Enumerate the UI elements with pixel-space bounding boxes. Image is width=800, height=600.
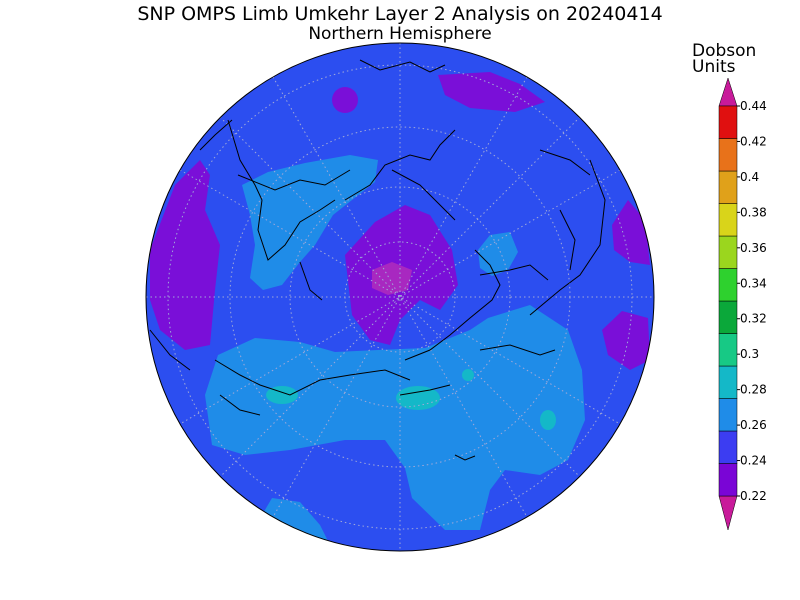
- upper-west-mid-region: [242, 155, 378, 290]
- colorbar-segment: [718, 398, 738, 432]
- colorbar-tick-label: 0.36: [740, 241, 767, 255]
- colorbar-segment: [718, 203, 738, 237]
- colorbar-tick-label: 0.3: [740, 347, 759, 361]
- colorbar-tick-label: 0.28: [740, 383, 767, 397]
- map-title: SNP OMPS Limb Umkehr Layer 2 Analysis on…: [137, 3, 663, 25]
- units-label-line2: Units: [692, 57, 736, 77]
- southern-mid-region: [205, 305, 585, 530]
- north-low-region: [438, 72, 545, 112]
- colorbar-tick-label: 0.38: [740, 205, 767, 219]
- colorbar-segment: [718, 138, 738, 172]
- colorbar-segment: [718, 333, 738, 367]
- colorbar-segment: [718, 430, 738, 464]
- map-disk: [146, 43, 654, 551]
- colorbar-tick-label: 0.4: [740, 170, 759, 184]
- colorbar-segment: [718, 463, 738, 497]
- colorbar: 0.22 0.24 0.26 0.28 0.3 0.32 0.34 0.36 0.38 0.4 0.…: [718, 77, 767, 531]
- colorbar-tick-label: 0.24: [740, 454, 767, 468]
- colorbar-tick-label: 0.22: [740, 489, 767, 503]
- map-subtitle: Northern Hemisphere: [308, 24, 492, 44]
- colorbar-tick-label: 0.26: [740, 418, 767, 432]
- colorbar-tick-label: 0.44: [740, 99, 767, 113]
- coastlines: [149, 59, 606, 461]
- colorbar-segment: [718, 235, 738, 269]
- teal-region-4: [462, 369, 474, 381]
- map-outline: [145, 42, 655, 552]
- colorbar-segment: [718, 170, 738, 204]
- east-low-region-2: [602, 311, 650, 370]
- east-mid-region: [478, 232, 518, 276]
- colorbar-segment: [718, 365, 738, 399]
- colorbar-tick-label: 0.32: [740, 312, 767, 326]
- colorbar-tick-label: 0.42: [740, 134, 767, 148]
- teal-region-2: [540, 410, 556, 430]
- polar-core: [372, 262, 412, 295]
- high-ozone-regions: [266, 369, 556, 430]
- colorbar-segment: [718, 300, 738, 334]
- west-low-region: [150, 160, 220, 350]
- small-low-region: [332, 87, 358, 113]
- colorbar-segment: [718, 105, 738, 139]
- colorbar-bottom-triangle: [718, 495, 738, 531]
- teal-region-1: [396, 386, 440, 410]
- colorbar-tick-label: 0.34: [740, 276, 767, 290]
- colorbar-segment: [718, 268, 738, 302]
- teal-region-3: [266, 386, 298, 404]
- colorbar-top-triangle: [718, 77, 738, 107]
- units-label-line1: Dobson: [692, 41, 757, 61]
